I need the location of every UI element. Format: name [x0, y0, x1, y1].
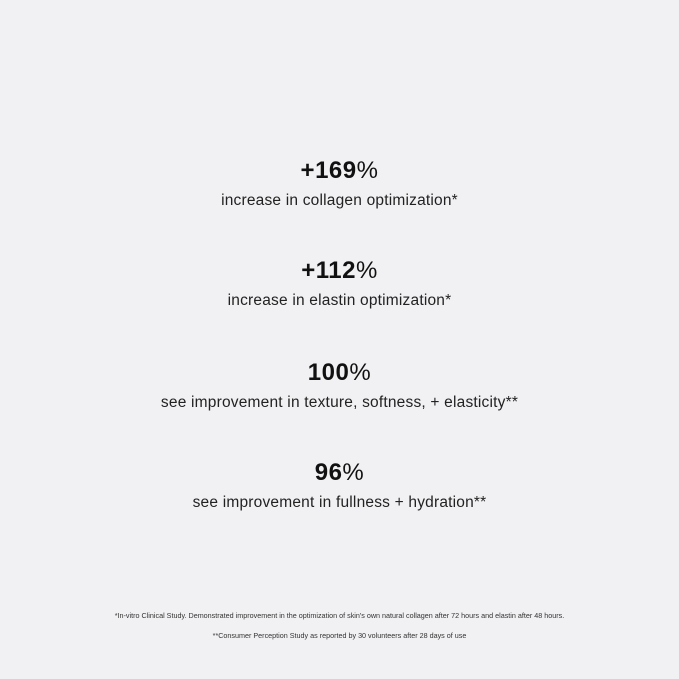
footnote-clinical: *In-vitro Clinical Study. Demonstrated i… — [114, 611, 565, 620]
stat-value: +112% — [0, 256, 679, 286]
stat-elastin: +112% increase in elastin optimization* — [0, 256, 679, 311]
stat-description: increase in collagen optimization* — [221, 192, 458, 209]
stat-description: see improvement in texture, softness, + … — [160, 394, 519, 411]
stat-unit: % — [356, 157, 379, 184]
stat-description: see improvement in fullness + hydration*… — [192, 494, 487, 511]
stat-number: 96 — [314, 459, 343, 486]
stat-unit: % — [355, 257, 378, 284]
stat-number: +112 — [301, 257, 356, 284]
stat-value: +169% — [0, 156, 679, 186]
stat-value: 100% — [0, 358, 679, 388]
footnote-consumer: **Consumer Perception Study as reported … — [212, 631, 467, 640]
stat-texture: 100% see improvement in texture, softnes… — [0, 358, 679, 413]
stat-fullness: 96% see improvement in fullness + hydrat… — [0, 458, 679, 513]
stat-unit: % — [349, 359, 372, 386]
stat-value: 96% — [0, 458, 679, 488]
stat-number: +169 — [300, 157, 357, 184]
stat-unit: % — [342, 459, 365, 486]
stat-number: 100 — [307, 359, 350, 386]
stat-collagen: +169% increase in collagen optimization* — [0, 156, 679, 211]
stat-description: increase in elastin optimization* — [227, 292, 452, 309]
